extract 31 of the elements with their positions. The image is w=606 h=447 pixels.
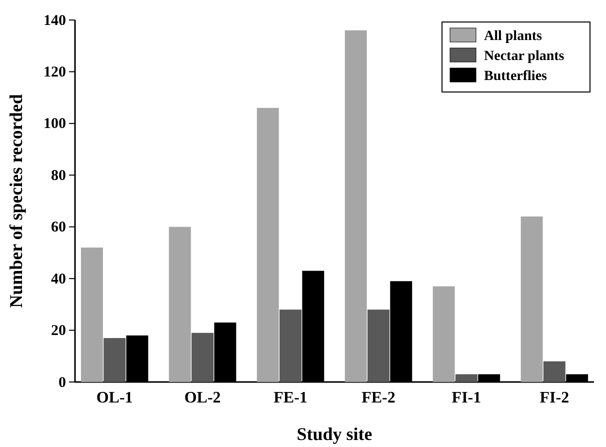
y-tick-label: 0 (58, 374, 66, 391)
y-tick-label: 60 (51, 220, 66, 236)
bar (520, 216, 543, 382)
x-tick-label: OL-1 (96, 390, 133, 407)
bar (280, 310, 302, 382)
y-tick-label: 100 (44, 116, 66, 132)
y-tick-label: 80 (51, 168, 66, 184)
y-tick-label: 20 (51, 323, 66, 340)
bar (543, 361, 566, 382)
bar (344, 30, 367, 382)
legend-label: Nectar plants (484, 49, 565, 64)
legend-label: Butterflies (484, 69, 548, 84)
bar (80, 248, 103, 382)
y-tick-label: 140 (44, 12, 66, 29)
x-tick-label: OL-2 (184, 390, 221, 407)
y-tick-label: 120 (44, 64, 66, 81)
bar (104, 338, 126, 382)
legend-label: All plants (484, 29, 543, 44)
bar (192, 332, 214, 382)
bar (168, 226, 191, 382)
x-axis-title: Study site (296, 424, 372, 444)
x-tick-label: FI-1 (452, 390, 482, 407)
x-tick-label: FI-2 (540, 390, 570, 407)
y-tick-label: 40 (51, 271, 66, 288)
bar (455, 374, 478, 382)
x-tick-label: FE-1 (274, 390, 308, 407)
x-tick-label: FE-2 (362, 390, 396, 407)
y-axis-title: Number of species recorded (6, 94, 26, 308)
bar (368, 310, 390, 382)
bar (256, 108, 279, 382)
bar (432, 286, 455, 382)
